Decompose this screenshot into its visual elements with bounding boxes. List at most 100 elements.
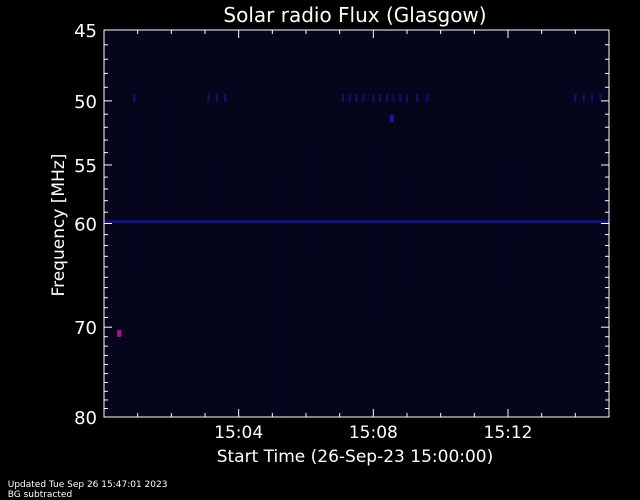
noise-stripe [418, 54, 419, 322]
noise-stripe [118, 41, 119, 313]
noise-stripe [421, 67, 422, 344]
emission-dash [399, 94, 402, 103]
noise-stripe [256, 40, 257, 239]
noise-stripe [376, 139, 377, 359]
noise-stripe [196, 85, 197, 377]
emission-dash [392, 94, 395, 103]
noise-stripe [607, 78, 608, 417]
noise-stripe [583, 139, 584, 417]
y-tick-label: 80 [74, 408, 97, 429]
noise-stripe [133, 94, 134, 378]
noise-stripe [298, 87, 299, 351]
x-tick-label: 15:08 [349, 423, 398, 443]
noise-stripe [490, 68, 491, 406]
noise-stripe [184, 129, 185, 413]
emission-dash [406, 94, 408, 103]
noise-stripe [355, 65, 356, 367]
noise-stripe [268, 169, 269, 417]
noise-stripe [589, 139, 590, 298]
emission-dash [348, 94, 351, 103]
noise-stripe [139, 98, 140, 308]
noise-stripe [148, 173, 149, 384]
noise-stripe [403, 98, 404, 274]
noise-stripe [157, 51, 158, 258]
chart-title: Solar radio Flux (Glasgow) [223, 3, 486, 27]
emission-dash [591, 94, 594, 103]
emission-dash [215, 94, 218, 103]
noise-stripe [163, 135, 164, 417]
footer: Updated Tue Sep 26 15:47:01 2023 BG subt… [2, 470, 177, 500]
noise-stripe [460, 139, 461, 298]
noise-stripe [412, 181, 413, 417]
noise-stripe [424, 63, 425, 355]
noise-stripe [331, 92, 332, 366]
noise-stripe [385, 116, 386, 403]
noise-stripe [166, 80, 167, 337]
noise-stripe [109, 98, 110, 371]
noise-stripe [130, 98, 131, 417]
noise-stripe [586, 76, 587, 417]
noise-stripe [346, 142, 347, 418]
emission-dash [582, 94, 585, 103]
noise-stripe [400, 173, 401, 417]
noise-stripe [496, 164, 497, 344]
emission-dash [207, 94, 210, 103]
noise-stripe [121, 134, 122, 326]
noise-stripe [352, 65, 353, 391]
noise-stripe [280, 171, 281, 417]
noise-stripe [310, 109, 311, 273]
noise-stripe [262, 88, 263, 369]
noise-stripe [343, 90, 344, 253]
noise-stripe [481, 78, 482, 418]
noise-stripe [307, 78, 308, 239]
noise-stripe [235, 55, 236, 211]
noise-stripe [574, 117, 575, 415]
noise-stripe [505, 45, 506, 307]
noise-stripe [325, 168, 326, 417]
noise-stripe [259, 34, 260, 329]
noise-stripe [244, 147, 245, 407]
noise-stripe [427, 106, 428, 283]
emission-dash [342, 94, 345, 103]
noise-stripe [175, 145, 176, 331]
emission-dash [355, 94, 358, 103]
emission-dash [416, 94, 419, 103]
noise-stripe [142, 81, 143, 272]
noise-stripe [271, 170, 272, 417]
noise-stripe [199, 43, 200, 417]
noise-stripe [193, 71, 194, 417]
noise-stripe [466, 69, 467, 340]
noise-stripe [451, 125, 452, 295]
noise-stripe [247, 82, 248, 418]
noise-stripe [169, 97, 170, 417]
x-tick-label: 15:12 [484, 423, 533, 443]
noise-stripe [151, 102, 152, 313]
noise-stripe [433, 125, 434, 304]
noise-stripe [304, 56, 305, 258]
emission-band [104, 220, 609, 224]
noise-stripe [106, 116, 107, 299]
noise-stripe [535, 89, 536, 417]
y-axis-label: Frequency [MHz] [49, 154, 69, 297]
noise-stripe [565, 131, 566, 288]
noise-stripe [562, 31, 563, 361]
noise-stripe [370, 84, 371, 314]
noise-stripe [502, 137, 503, 339]
emission-dash [385, 94, 388, 103]
noise-stripe [328, 55, 329, 323]
noise-stripe [493, 125, 494, 381]
noise-stripe [316, 144, 317, 371]
y-tick-label: 60 [74, 215, 97, 236]
noise-stripe [289, 130, 290, 377]
noise-stripe [313, 58, 314, 366]
noise-stripe [463, 48, 464, 280]
noise-stripe [547, 110, 548, 321]
noise-stripe [523, 148, 524, 323]
updated-timestamp: Updated Tue Sep 26 15:47:01 2023 [7, 480, 168, 490]
noise-stripe [340, 46, 341, 296]
noise-stripe [112, 166, 113, 417]
emission-dash [426, 94, 429, 103]
noise-stripe [283, 128, 284, 417]
noise-stripe [181, 173, 182, 417]
noise-stripe [205, 49, 206, 389]
